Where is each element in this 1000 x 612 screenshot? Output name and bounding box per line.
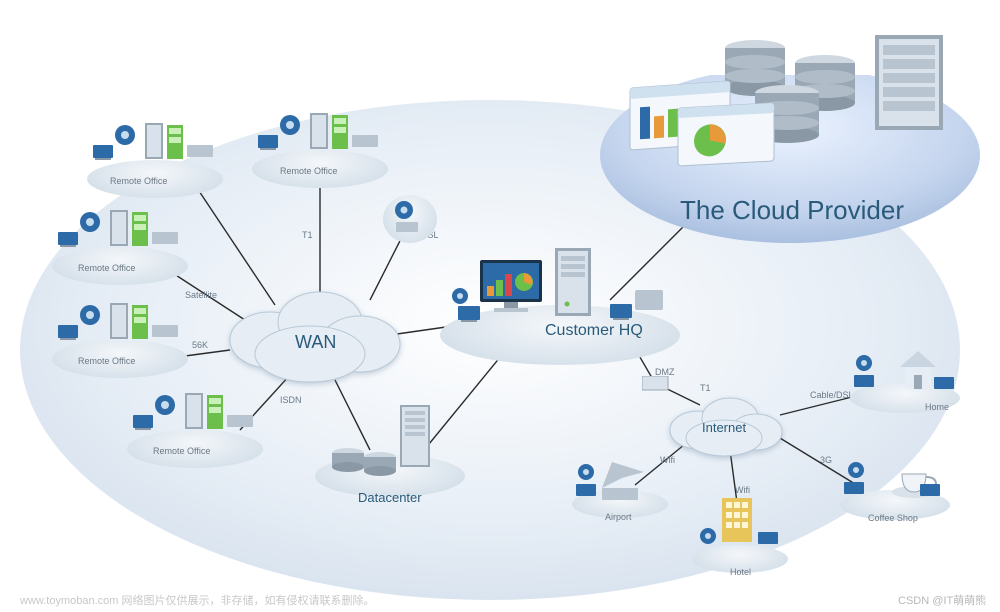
edge-label: Cable/DSL	[810, 390, 854, 400]
remote-office-icons	[127, 385, 263, 455]
remote-office-icons	[52, 202, 188, 272]
edge-label: ISDN	[280, 395, 302, 405]
edge-label: 3G	[820, 455, 832, 465]
remote-office-small-icon	[390, 198, 430, 236]
edge-label: 56K	[192, 340, 208, 350]
remote-office-icons	[87, 115, 223, 185]
remote-office-icons	[252, 105, 388, 175]
wan-label: WAN	[295, 332, 336, 353]
remote-office-label: Remote Office	[110, 176, 167, 186]
datacenter-label: Datacenter	[358, 490, 422, 505]
coffee-icon	[840, 452, 950, 512]
remote-office-label: Remote Office	[78, 356, 135, 366]
edge-label: Satellite	[185, 290, 217, 300]
airport-icon	[572, 452, 668, 512]
home-label: Home	[925, 402, 949, 412]
dmz-box-icon	[642, 376, 672, 396]
hq-label: Customer HQ	[545, 322, 643, 340]
hotel-icon	[692, 492, 788, 562]
datacenter-icons	[320, 400, 470, 500]
credit-text: CSDN @IT萌萌熊	[898, 592, 986, 608]
watermark-text: www.toymoban.com 网络图片仅供展示，非存储，如有侵权请联系删除。	[20, 592, 374, 608]
home-icon	[850, 343, 960, 403]
airport-label: Airport	[605, 512, 632, 522]
remote-office-label: Remote Office	[280, 166, 337, 176]
remote-office-label: Remote Office	[78, 263, 135, 273]
hotel-label: Hotel	[730, 567, 751, 577]
internet-label: Internet	[702, 420, 746, 435]
cloud-provider-icons	[620, 20, 980, 200]
cloud-provider-label: The Cloud Provider	[680, 195, 904, 226]
remote-office-label: Remote Office	[153, 446, 210, 456]
edge-label: T1	[302, 230, 313, 240]
remote-office-icons	[52, 295, 188, 365]
coffee-label: Coffee Shop	[868, 513, 918, 523]
